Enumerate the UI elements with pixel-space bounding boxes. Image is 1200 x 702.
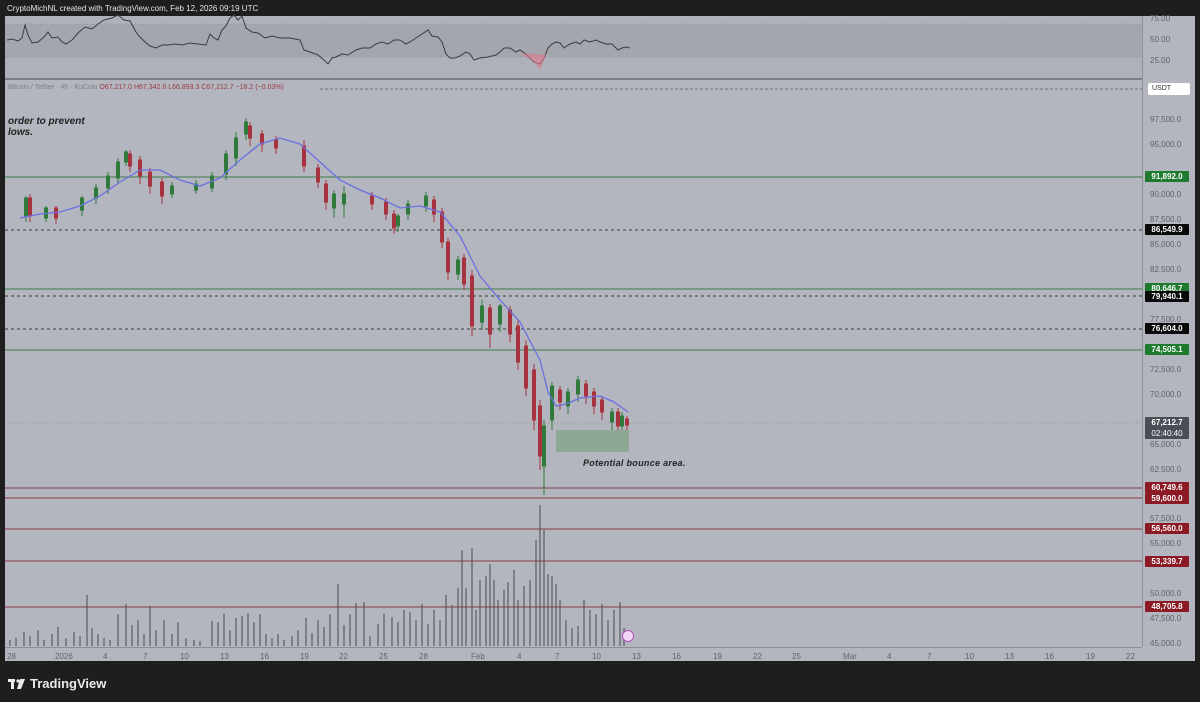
price-tick: 72,500.0 [1150,365,1182,374]
date-tick: 13 [632,652,641,661]
rsi-tick: 75.00 [1150,14,1171,23]
date-tick: 4 [887,652,892,661]
date-tick: 7 [555,652,560,661]
brand-name: TradingView [30,676,107,691]
current-price: 67,212.7 [1151,418,1183,427]
level-tag: 80,646.7 [1145,283,1189,294]
date-tick: 2026 [55,652,73,661]
date-tick: 10 [965,652,974,661]
price-tick: 82,500.0 [1150,265,1182,274]
level-tag: 48,705.8 [1145,601,1189,612]
date-tick: 10 [180,652,189,661]
date-tick: 13 [1005,652,1014,661]
price-tick: 97,500.0 [1150,115,1182,124]
price-tick: 95,000.0 [1150,140,1182,149]
date-tick: 16 [260,652,269,661]
price-tick: 62,500.0 [1150,465,1182,474]
level-tag: 76,604.0 [1145,323,1189,334]
date-tick: 22 [753,652,762,661]
date-tick: 10 [592,652,601,661]
candlesticks [24,118,629,495]
date-tick: 25 [792,652,801,661]
date-tick: Mar [843,652,857,661]
date-tick: 25 [379,652,388,661]
level-tag: 53,339.7 [1145,556,1189,567]
price-tick: 87,500.0 [1150,215,1182,224]
level-tag: 59,600.0 [1145,493,1189,504]
date-tick: 28 [7,652,16,661]
rsi-tick: 50.00 [1150,35,1171,44]
moving-average-line [19,137,629,413]
price-tick: 90,000.0 [1150,190,1182,199]
date-tick: 28 [419,652,428,661]
level-tag: 60,749.6 [1145,482,1189,493]
note-line-1: order to prevent [8,116,85,127]
symbol-legend[interactable]: Bitcoin / Tether · 4h · KuCoin O67,217.0… [8,84,284,91]
date-tick: 16 [1045,652,1054,661]
volume-bars [9,505,625,646]
level-tag: 56,560.0 [1145,523,1189,534]
rsi-pane[interactable] [5,16,1142,80]
price-tick: 47,500.0 [1150,614,1182,623]
time-axis[interactable]: 28 2026 4 7 10 13 16 19 22 25 28 Feb 4 7… [5,647,1142,662]
price-tick: 70,000.0 [1150,390,1182,399]
price-tick: 50,000.0 [1150,589,1182,598]
price-tick: 77,500.0 [1150,315,1182,324]
price-tick: 57,500.0 [1150,514,1182,523]
chart-header: CryptoMichNL created with TradingView.co… [7,4,259,13]
level-tag: 86,549.9 [1145,224,1189,235]
date-tick: 4 [103,652,108,661]
date-tick: 22 [339,652,348,661]
current-price-tag: 67,212.7 02:40:40 [1145,417,1189,439]
ohlc-values: O67,217.0 H67,342.6 L66,893.3 C67,212.7 … [99,84,284,91]
alert-marker-icon[interactable] [622,630,634,642]
level-tag: 91,892.0 [1145,171,1189,182]
price-tick: 85,000.0 [1150,240,1182,249]
date-tick: 7 [927,652,932,661]
date-tick: 19 [1086,652,1095,661]
rsi-tick: 25.00 [1150,56,1171,65]
date-tick: 16 [672,652,681,661]
text-note: order to prevent lows. [8,116,85,138]
date-tick: Feb [471,652,485,661]
date-tick: 19 [300,652,309,661]
tradingview-logo[interactable]: TradingView [8,676,106,691]
level-tag: 79,940.1 [1145,291,1189,302]
date-tick: 4 [517,652,522,661]
chart-frame [5,16,1195,661]
date-tick: 7 [143,652,148,661]
tradingview-logo-icon [8,679,25,690]
price-axis-border [1142,16,1143,646]
bounce-zone-label: Potential bounce area. [583,458,686,468]
bar-countdown: 02:40:40 [1151,429,1183,438]
price-tick: 45,000.0 [1150,639,1182,648]
currency-selector[interactable]: USDT [1148,83,1190,95]
date-tick: 13 [220,652,229,661]
level-tag: 74,505.1 [1145,344,1189,355]
rsi-band [5,24,1142,57]
price-tick: 65,000.0 [1150,440,1182,449]
date-tick: 22 [1126,652,1135,661]
bounce-zone[interactable] [556,430,629,452]
note-line-2: lows. [8,127,34,138]
date-tick: 19 [713,652,722,661]
symbol-name: Bitcoin / Tether · 4h · KuCoin [8,84,98,91]
price-tick: 55,000.0 [1150,539,1182,548]
